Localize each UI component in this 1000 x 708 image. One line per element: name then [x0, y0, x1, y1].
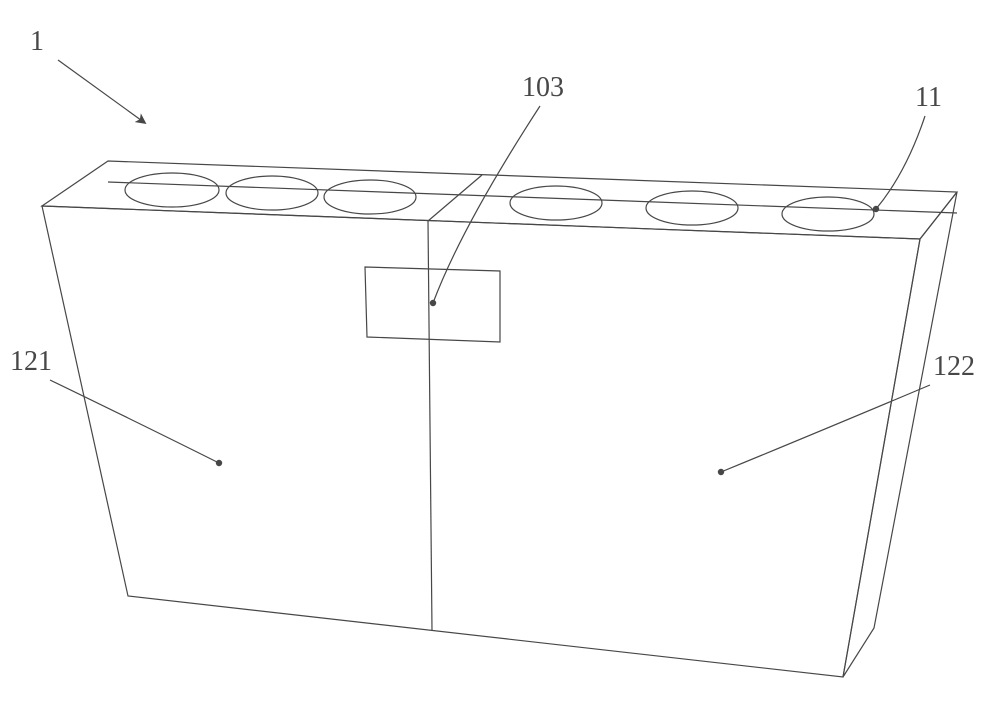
hole-3: [510, 186, 602, 220]
leader-dot-121: [216, 460, 222, 466]
hole-0: [125, 173, 219, 207]
leader-dot-103: [430, 300, 436, 306]
right-face: [843, 192, 957, 677]
label-122: 122: [933, 351, 975, 382]
hole-4: [646, 191, 738, 225]
label-121: 121: [10, 346, 52, 377]
front-face: [42, 206, 920, 677]
label-11: 11: [915, 82, 942, 113]
top-split: [428, 175, 482, 221]
front-split: [428, 221, 432, 630]
technical-drawing: 1 103 11 121 122: [0, 0, 1000, 708]
hole-1: [226, 176, 318, 210]
leader-11: [876, 116, 925, 209]
leader-121: [50, 380, 219, 463]
leader-122: [721, 385, 930, 472]
label-1: 1: [30, 26, 44, 57]
label-103: 103: [522, 72, 564, 103]
leader-103: [433, 106, 540, 303]
leader-1: [58, 60, 145, 123]
leader-dot-11: [873, 206, 879, 212]
leader-dot-122: [718, 469, 724, 475]
hole-5: [782, 197, 874, 231]
hole-2: [324, 180, 416, 214]
